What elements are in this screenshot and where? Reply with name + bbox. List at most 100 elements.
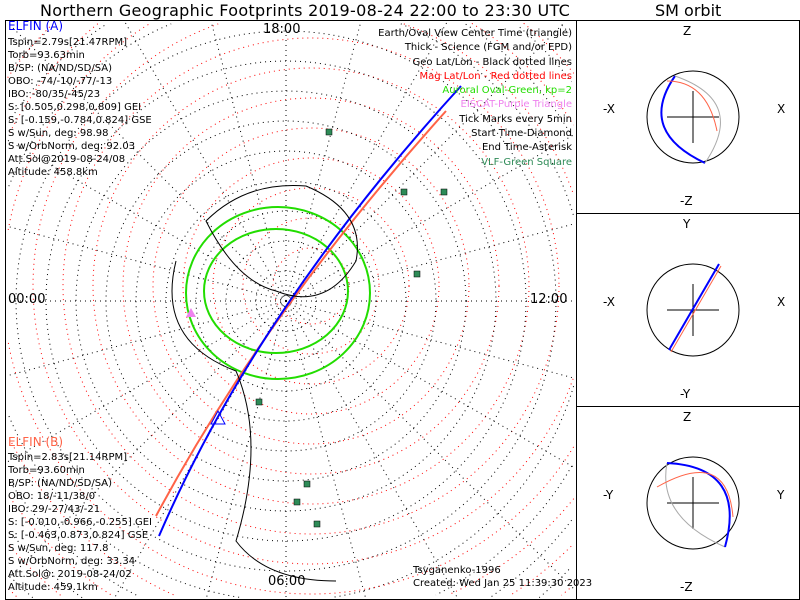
earth-circle: [646, 456, 740, 550]
orbit-back: [674, 75, 721, 164]
time-label-top: 18:00: [263, 22, 301, 37]
geo-lat-circle: [8, 23, 573, 596]
footprint-map-panel: [5, 20, 577, 600]
elfin-a-info-line: Att.Sol@2019-08-24/08: [8, 154, 126, 165]
elfin-a-info-line: Torb=93.63min: [8, 50, 85, 61]
footprint-map: [6, 21, 576, 599]
elfin-b-info-line: OBO: 18/-11/38/0: [8, 491, 96, 502]
legend-item: Geo Lat/Lon - Black dotted lines: [412, 56, 572, 68]
vlf-square: [255, 398, 263, 406]
elfin-b-info-line: S: [-0.463,0.873,0.824] GSE: [8, 530, 149, 541]
geo-lon-line: [114, 300, 287, 599]
sm-axis-top: Y: [683, 217, 691, 231]
sm-axis-left: -X: [603, 295, 615, 309]
sm-panel-xy: Y -Y -X X: [576, 213, 800, 407]
vlf-square: [313, 520, 321, 528]
elfin-b-info-line: S: [-0.010,-0.966,-0.255] GEI: [8, 517, 152, 528]
created-label: Created: Wed Jan 25 11:39:30 2023: [413, 578, 593, 589]
geo-lat-circle: [165, 180, 407, 422]
elfin-b-info-line: Tspin=2.83s[21.14RPM]: [8, 452, 128, 463]
eiscat-triangle: [186, 308, 196, 317]
elfin-b-info-line: IBO: 29/-27/43/-21: [8, 504, 101, 515]
sm-orbit-plot: [646, 456, 740, 550]
sm-axis-bottom: -Z: [680, 194, 693, 208]
sm-orbit-plot: [646, 70, 740, 164]
legend: Earth/Oval View Center Time (triangle) Th…: [378, 28, 572, 171]
geo-lon-line: [285, 21, 362, 302]
sm-axis-bottom: -Y: [680, 387, 691, 401]
elfin-b-info: Tspin=2.83s[21.14RPM] Torb=93.60min B/SP: …: [8, 452, 152, 595]
mag-lat-circle: [7, 25, 572, 596]
time-label-left: 00:00: [8, 292, 46, 307]
elfin-b-orbit: [670, 265, 722, 353]
sm-panel-yz: Z -Z -Y Y: [576, 406, 800, 600]
coastline: [205, 184, 358, 298]
elfin-a-name: ELFIN (A): [8, 19, 64, 33]
geo-lon-line: [285, 300, 576, 379]
geo-lon-line: [285, 300, 576, 591]
vlf-square: [303, 480, 311, 488]
elfin-a-info-line: IBO: -80/35/-45/23: [8, 89, 101, 100]
elfin-a-info-line: OBO: -74/-10/-77/-13: [8, 76, 113, 87]
elfin-b-info-line: S w/Sun, deg: 117.8: [8, 543, 109, 554]
elfin-a-info-line: S: [-0.159,-0.784,0.824] GSE: [8, 115, 152, 126]
legend-item: Thick - Science (FGM and/or EPD): [404, 42, 572, 54]
sm-orbit-title: SM orbit: [655, 1, 722, 20]
coastline: [171, 260, 337, 582]
plot-title: Northern Geographic Footprints 2019-08-2…: [40, 1, 571, 20]
legend-item: EISCAT-Purple Triangle: [460, 99, 573, 111]
sm-axis-right: Y: [777, 488, 785, 502]
vlf-square: [440, 188, 448, 196]
sm-axis-bottom: -Z: [680, 580, 693, 594]
auroral-oval-outer: [185, 206, 371, 380]
legend-item: Start Time-Diamond: [471, 128, 572, 140]
vlf-square: [293, 498, 301, 506]
sm-axis-top: Z: [683, 410, 692, 424]
mag-lat-circle: [182, 157, 440, 415]
mag-lat-circle: [7, 22, 575, 595]
geo-lat-circle: [135, 150, 437, 452]
mag-lat-circle: [152, 127, 470, 445]
elfin-a-info-line: S w/OrbNorm, deg: 92.03: [8, 141, 136, 152]
mag-lat-circle: [122, 97, 500, 475]
mag-lat-circle: [9, 22, 575, 596]
earth-circle: [646, 70, 740, 164]
vlf-square: [413, 270, 421, 278]
legend-item: End Time-Asterisk: [481, 142, 572, 154]
sm-axis-right: X: [777, 102, 786, 116]
vlf-square: [400, 188, 408, 196]
sm-axis-left: -X: [603, 102, 615, 116]
elfin-b-info-line: B/SP: (NA/ND/SD/SA): [8, 478, 112, 489]
vlf-square: [325, 128, 333, 136]
elfin-a-info: Tspin=2.79s[21.47RPM] Torb=93.63min B/SP: …: [8, 37, 152, 180]
geo-lon-line: [6, 300, 287, 377]
sm-axis-top: Z: [683, 24, 692, 38]
elfin-b-orbit: [656, 472, 734, 518]
geo-lon-line: [285, 133, 576, 302]
legend-item: Auroral Oval-Green, kp=2: [442, 85, 572, 97]
elfin-b-track: [155, 110, 447, 517]
elfin-a-orbit: [666, 462, 731, 548]
geo-lon-line: [210, 21, 287, 302]
sm-axis-left: -Y: [603, 488, 614, 502]
sm-orbit-plot: [646, 263, 740, 357]
elfin-a-orbit: [668, 263, 720, 351]
elfin-a-track: [158, 85, 462, 537]
elfin-b-info-line: S w/OrbNorm, deg: 33.34: [8, 556, 136, 567]
geo-lon-line: [6, 300, 287, 581]
geo-lon-line: [205, 300, 287, 599]
elfin-b-orbit: [666, 80, 718, 132]
geo-lon-line: [285, 21, 566, 302]
elfin-a-info-line: Tspin=2.79s[21.47RPM]: [8, 37, 128, 48]
time-label-bottom: 06:00: [268, 574, 306, 589]
legend-item: Mag Lat/Lon - Red dotted lines: [419, 70, 572, 82]
elfin-b-info-line: Att.Sol@: 2019-08-24/02: [8, 569, 132, 580]
geo-lat-circle: [9, 24, 570, 598]
legend-item: VLF-Green Square: [481, 156, 572, 168]
geo-lon-line: [285, 300, 458, 599]
elfin-b-name: ELFIN (B): [8, 435, 64, 449]
elfin-b-info-line: Altitude: 459.1km: [8, 582, 98, 593]
model-label: Tsyganenko-1996: [413, 565, 501, 576]
elfin-b-info-line: Torb=93.60min: [8, 465, 85, 476]
view-center-triangle: [210, 409, 226, 425]
